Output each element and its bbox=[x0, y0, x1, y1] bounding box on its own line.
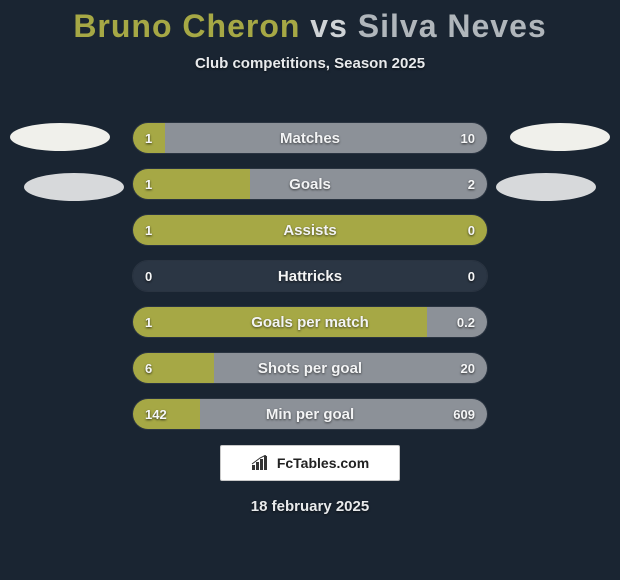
stat-row: 10.2Goals per match bbox=[132, 306, 488, 338]
player2-value: 0 bbox=[468, 215, 475, 245]
brand-text: FcTables.com bbox=[277, 455, 369, 471]
player2-badge-bottom bbox=[496, 173, 596, 201]
stat-row: 620Shots per goal bbox=[132, 352, 488, 384]
stat-row: 10Assists bbox=[132, 214, 488, 246]
player2-name: Silva Neves bbox=[358, 8, 547, 44]
player1-value: 1 bbox=[145, 169, 152, 199]
player1-value: 1 bbox=[145, 215, 152, 245]
comparison-title: Bruno Cheron vs Silva Neves bbox=[0, 0, 620, 45]
player2-segment bbox=[250, 169, 487, 199]
player2-value: 2 bbox=[468, 169, 475, 199]
player1-badge-top bbox=[10, 123, 110, 151]
player2-value: 10 bbox=[461, 123, 475, 153]
stat-row: 00Hattricks bbox=[132, 260, 488, 292]
brand-chart-icon bbox=[251, 455, 271, 471]
vs-text: vs bbox=[310, 8, 348, 44]
player1-value: 1 bbox=[145, 307, 152, 337]
player2-badge-top bbox=[510, 123, 610, 151]
stat-row: 142609Min per goal bbox=[132, 398, 488, 430]
player2-segment bbox=[214, 353, 487, 383]
player1-value: 1 bbox=[145, 123, 152, 153]
player1-value: 6 bbox=[145, 353, 152, 383]
stat-track bbox=[133, 261, 487, 291]
stat-bars: 110Matches12Goals10Assists00Hattricks10.… bbox=[132, 122, 488, 444]
subtitle: Club competitions, Season 2025 bbox=[0, 55, 620, 72]
stat-row: 12Goals bbox=[132, 168, 488, 200]
player2-segment bbox=[165, 123, 487, 153]
player1-segment bbox=[133, 307, 427, 337]
player1-value: 0 bbox=[145, 261, 152, 291]
stat-row: 110Matches bbox=[132, 122, 488, 154]
player2-value: 20 bbox=[461, 353, 475, 383]
player2-value: 0.2 bbox=[457, 307, 475, 337]
player2-segment bbox=[200, 399, 487, 429]
player1-segment bbox=[133, 215, 487, 245]
brand-badge: FcTables.com bbox=[220, 445, 400, 481]
date-text: 18 february 2025 bbox=[0, 498, 620, 515]
player1-badge-bottom bbox=[24, 173, 124, 201]
player1-name: Bruno Cheron bbox=[73, 8, 300, 44]
player2-value: 609 bbox=[453, 399, 475, 429]
player1-value: 142 bbox=[145, 399, 167, 429]
player2-value: 0 bbox=[468, 261, 475, 291]
